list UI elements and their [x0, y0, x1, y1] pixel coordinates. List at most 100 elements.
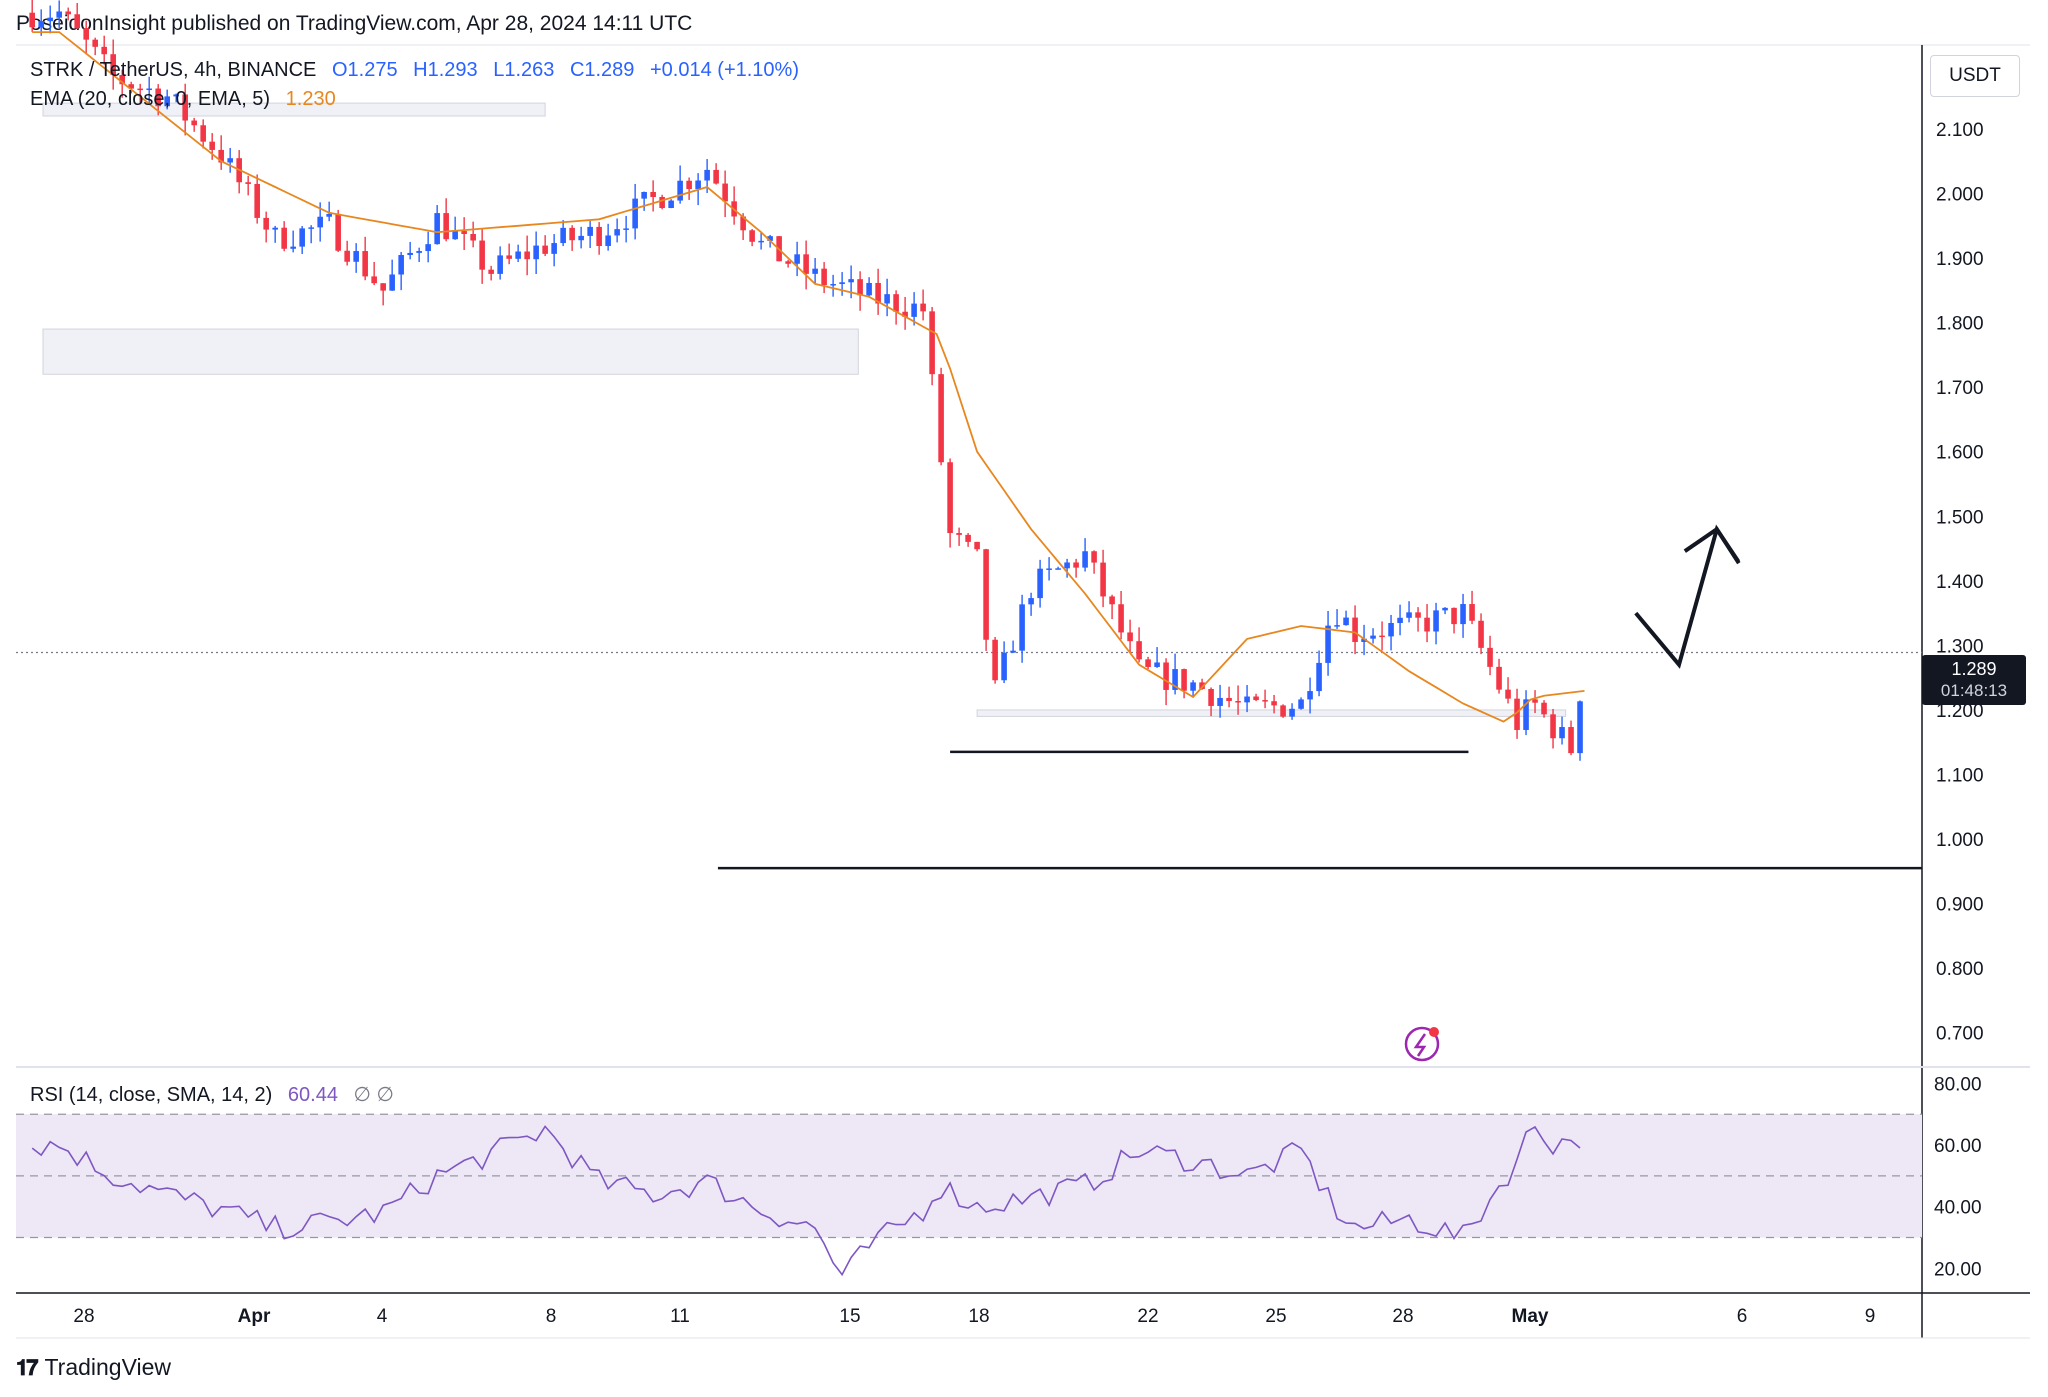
candle-body	[605, 235, 611, 246]
candle-body	[1001, 652, 1007, 681]
candle-body	[407, 252, 413, 256]
candle-body	[803, 254, 809, 274]
candle-body	[884, 294, 890, 304]
time-tick-label: 8	[546, 1306, 557, 1327]
projection-arrow-head	[1683, 526, 1741, 565]
candle-body	[443, 213, 449, 240]
candle-body	[1028, 598, 1034, 605]
candle-body	[866, 282, 872, 296]
candle-body	[920, 303, 926, 312]
candle-body	[1505, 689, 1511, 699]
candle-body	[1208, 688, 1214, 706]
candle-body	[272, 227, 278, 230]
close-value: C1.289	[569, 59, 635, 81]
candle-body	[515, 251, 521, 259]
candle-body	[1253, 696, 1259, 701]
candle-body	[578, 235, 584, 241]
candle-body	[1280, 705, 1286, 717]
candle-body	[137, 88, 143, 91]
lightning-icon-dot	[1429, 1027, 1439, 1037]
price-tick-label: 1.500	[1936, 507, 1984, 528]
currency-selector[interactable]: USDT	[1930, 55, 2020, 97]
lightning-icon	[1404, 1026, 1440, 1062]
candle-body	[1352, 617, 1358, 642]
rsi-value: 60.44	[287, 1084, 338, 1106]
candle-body	[623, 228, 629, 230]
time-tick-label: 11	[670, 1306, 690, 1327]
candle-body	[704, 169, 710, 181]
time-tick-label: May	[1512, 1306, 1549, 1327]
time-tick-label: 9	[1865, 1306, 1876, 1327]
candle-body	[128, 84, 134, 89]
ema-value: 1.230	[285, 88, 336, 110]
symbol-label[interactable]: STRK / TetherUS, 4h, BINANCE	[30, 59, 317, 81]
candle-body	[1010, 650, 1016, 653]
candle-body	[506, 255, 512, 259]
candle-body	[1118, 604, 1124, 633]
candle-body	[821, 268, 827, 286]
candle-body	[1046, 568, 1052, 570]
candle-body	[641, 191, 647, 199]
price-tick-label: 1.400	[1936, 572, 1984, 593]
candle-body	[1316, 662, 1322, 692]
ema-legend[interactable]: EMA (20, close, 0, EMA, 5) 1.230	[30, 88, 346, 111]
zone-rect-2	[976, 709, 1567, 717]
rsi-legend[interactable]: RSI (14, close, SMA, 14, 2) 60.44 ∅ ∅	[30, 1082, 404, 1107]
candle-body	[722, 183, 728, 202]
candle-body	[1055, 568, 1061, 570]
candle-body	[632, 198, 638, 229]
candle-body	[542, 245, 548, 254]
candle-body	[1235, 701, 1241, 703]
price-tick-label: 2.100	[1936, 120, 1984, 141]
zone-rect-0	[42, 102, 546, 117]
candle-body	[479, 240, 485, 270]
candle-body	[281, 227, 287, 249]
candle-body	[497, 255, 503, 274]
candle-body	[533, 245, 539, 260]
price-tick-label: 1.100	[1936, 765, 1984, 786]
candle-body	[461, 231, 467, 234]
candle-body	[758, 240, 764, 243]
candle-body	[1397, 617, 1403, 623]
candle-body	[1244, 696, 1250, 703]
candle-body	[1442, 607, 1448, 611]
candle-body	[119, 75, 125, 85]
candle-body	[938, 374, 944, 463]
candle-body	[1136, 641, 1142, 660]
last-price-tag: 1.289 01:48:13	[1922, 655, 2026, 705]
candle-body	[812, 268, 818, 274]
rsi-label: RSI (14, close, SMA, 14, 2)	[30, 1084, 273, 1106]
candle-body	[101, 46, 107, 55]
candle-body	[200, 125, 206, 142]
candle-body	[1550, 714, 1556, 739]
price-tick-label: 1.000	[1936, 830, 1984, 851]
candle-body	[992, 639, 998, 681]
candle-body	[1523, 699, 1529, 730]
low-value: L1.263	[493, 59, 555, 81]
candle-body	[974, 541, 980, 550]
candle-body	[1424, 617, 1430, 632]
candle-body	[1019, 604, 1025, 651]
candle-body	[848, 279, 854, 283]
candle-body	[362, 251, 368, 277]
candle-body	[1406, 612, 1412, 618]
rsi-line	[31, 1125, 1581, 1277]
footer-brand[interactable]: 𝟏𝟕 TradingView	[16, 1354, 171, 1381]
price-tick-label: 1.900	[1936, 249, 1984, 270]
candle-body	[1532, 699, 1538, 703]
candle-body	[1145, 659, 1151, 667]
candle-body	[1496, 666, 1502, 690]
candle-body	[191, 120, 197, 126]
candle-body	[416, 251, 422, 253]
rsi-tick-label: 40.00	[1934, 1198, 1982, 1219]
candle-body	[425, 244, 431, 252]
price-tick-label: 0.700	[1936, 1024, 1984, 1045]
candle-body	[875, 282, 881, 304]
candle-body	[596, 226, 602, 246]
candle-body	[47, 17, 53, 22]
candle-body	[569, 227, 575, 241]
candle-body	[1226, 697, 1232, 702]
price-tick-label: 1.600	[1936, 443, 1984, 464]
price-tick-label: 0.800	[1936, 959, 1984, 980]
